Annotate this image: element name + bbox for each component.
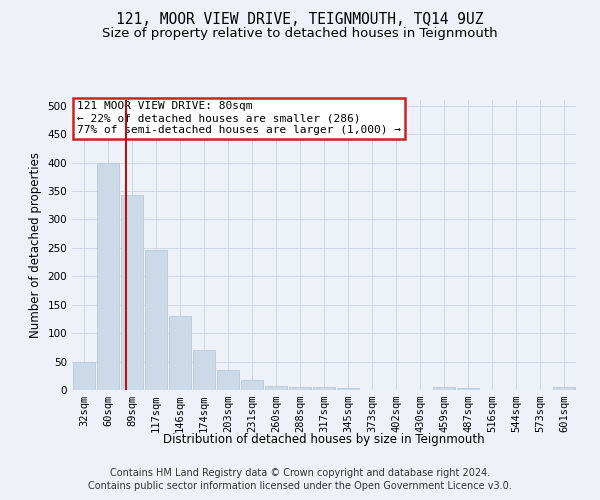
Bar: [97, 162, 119, 390]
Text: Size of property relative to detached houses in Teignmouth: Size of property relative to detached ho…: [102, 27, 498, 40]
Text: Contains public sector information licensed under the Open Government Licence v3: Contains public sector information licen…: [88, 481, 512, 491]
Bar: [193, 350, 215, 390]
Bar: [265, 386, 287, 390]
Bar: [337, 388, 359, 390]
Bar: [217, 370, 239, 390]
Bar: [553, 387, 575, 390]
Y-axis label: Number of detached properties: Number of detached properties: [29, 152, 42, 338]
Text: 121, MOOR VIEW DRIVE, TEIGNMOUTH, TQ14 9UZ: 121, MOOR VIEW DRIVE, TEIGNMOUTH, TQ14 9…: [116, 12, 484, 28]
Text: Distribution of detached houses by size in Teignmouth: Distribution of detached houses by size …: [163, 432, 485, 446]
Bar: [121, 195, 143, 390]
Text: Contains HM Land Registry data © Crown copyright and database right 2024.: Contains HM Land Registry data © Crown c…: [110, 468, 490, 477]
Bar: [313, 387, 335, 390]
Bar: [289, 386, 311, 390]
Bar: [145, 250, 167, 390]
Bar: [169, 316, 191, 390]
Text: 121 MOOR VIEW DRIVE: 80sqm
← 22% of detached houses are smaller (286)
77% of sem: 121 MOOR VIEW DRIVE: 80sqm ← 22% of deta…: [77, 102, 401, 134]
Bar: [73, 362, 95, 390]
Bar: [457, 388, 479, 390]
Bar: [241, 380, 263, 390]
Bar: [433, 387, 455, 390]
